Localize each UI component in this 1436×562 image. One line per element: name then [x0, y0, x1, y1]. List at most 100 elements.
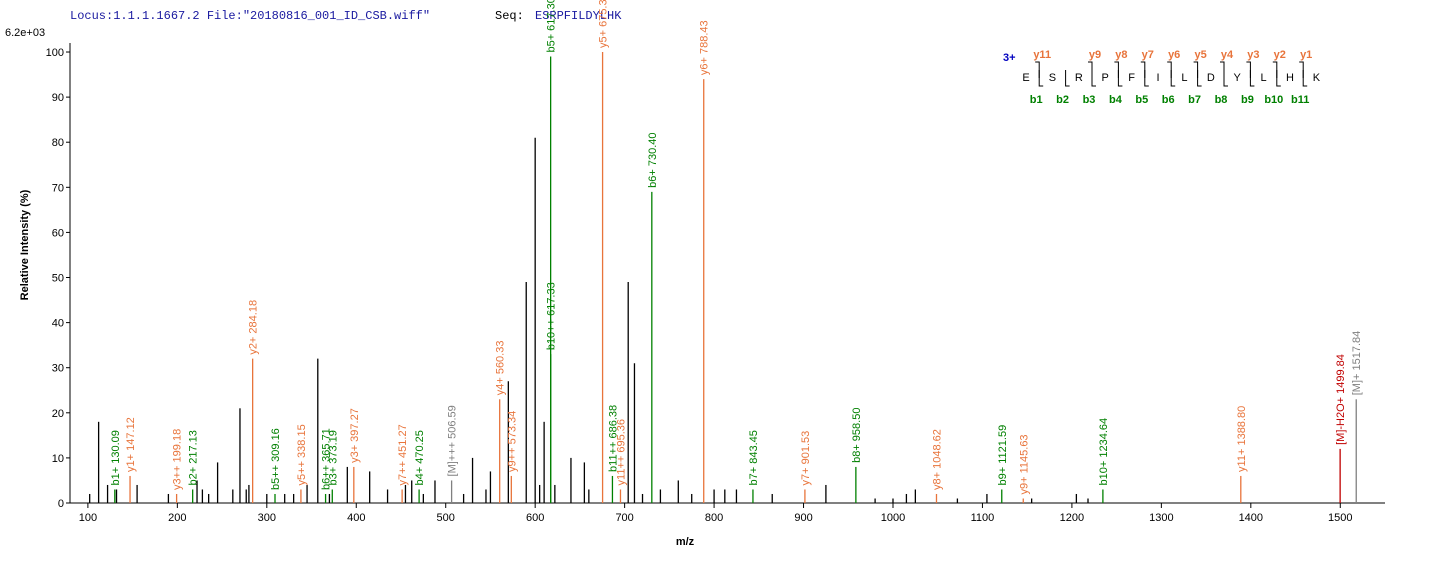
- x-tick-label: 500: [437, 512, 455, 524]
- residue: D: [1207, 72, 1215, 84]
- x-tick-label: 1200: [1060, 512, 1084, 524]
- b-ion: b10: [1264, 94, 1283, 106]
- peak-label: b2+ 217.13: [188, 430, 200, 485]
- scale-label: 6.2e+03: [5, 27, 45, 39]
- b-bracket: [1197, 70, 1202, 87]
- b-ion: b2: [1056, 94, 1069, 106]
- x-tick-label: 900: [794, 512, 812, 524]
- residue: H: [1286, 72, 1294, 84]
- peak-label: [M]-H2O+ 1499.84: [1335, 354, 1347, 445]
- y-ion: y9: [1089, 49, 1101, 61]
- b-ion: b8: [1215, 94, 1228, 106]
- peak-label: y11+ 1388.80: [1236, 406, 1248, 472]
- peak-label: b6+ 730.40: [647, 132, 659, 187]
- peak-label: y1+ 147.12: [125, 417, 137, 472]
- residue: F: [1128, 72, 1135, 84]
- x-tick-label: 300: [258, 512, 276, 524]
- b-bracket: [1170, 70, 1176, 87]
- file-info: Locus:1.1.1.1667.2 File:"20180816_001_ID…: [70, 9, 430, 23]
- peak-label: b4+ 470.25: [414, 430, 426, 485]
- peak-label: b8+ 958.50: [851, 408, 863, 463]
- y-tick-label: 10: [52, 453, 64, 465]
- b-bracket: [1038, 70, 1044, 87]
- y-axis-label: Relative Intensity (%): [19, 189, 31, 300]
- plot: b1+ 130.09 y1+ 147.12 y3++ 199.18 b2+ 217.1…: [89, 0, 1363, 503]
- peak-label: y7++ 451.27: [397, 424, 409, 485]
- peak-label: y4+ 560.33: [495, 341, 507, 396]
- y-ion: y4: [1221, 49, 1234, 61]
- b-ion: b11: [1291, 94, 1309, 106]
- y-ion: y2: [1274, 49, 1286, 61]
- sequence: ESRPFILDYLHK: [535, 9, 622, 23]
- b-bracket: [1091, 70, 1096, 87]
- y-tick-label: 60: [52, 227, 64, 239]
- y-tick-label: 90: [52, 92, 64, 104]
- b-bracket: [1302, 70, 1308, 87]
- y-ion: y3: [1247, 49, 1259, 61]
- b-bracket: [1223, 70, 1228, 87]
- peak-label: y9++ 573.34: [506, 411, 518, 472]
- peak-label: b7+ 843.45: [748, 430, 760, 485]
- y-tick-label: 50: [52, 273, 64, 285]
- residue: E: [1022, 72, 1029, 84]
- b-ion: b3: [1083, 94, 1096, 106]
- peak-label: b1+ 130.09: [110, 430, 122, 485]
- residue: R: [1075, 72, 1083, 84]
- x-tick-label: 100: [79, 512, 97, 524]
- y-tick-label: 30: [52, 363, 64, 375]
- peak-label: b11++ 686.38: [607, 405, 619, 472]
- y-tick-label: 40: [52, 318, 64, 330]
- x-tick-label: 1500: [1328, 512, 1352, 524]
- peak-label: y5+ 675.36: [598, 0, 610, 48]
- y-ion: y11: [1033, 49, 1051, 61]
- x-tick-label: 700: [615, 512, 633, 524]
- y-ion: y8: [1115, 49, 1127, 61]
- peak-label: b5+ 617.30: [546, 0, 558, 53]
- b-ion: b4: [1109, 94, 1123, 106]
- b-bracket: [1065, 70, 1070, 87]
- residue: L: [1261, 72, 1267, 84]
- x-tick-label: 400: [347, 512, 365, 524]
- y-ion: y1: [1300, 49, 1312, 61]
- y-bracket: [1114, 61, 1119, 78]
- y-bracket: [1088, 61, 1093, 78]
- b-ion: b5: [1135, 94, 1148, 106]
- y-tick-label: 100: [46, 47, 64, 59]
- x-tick-label: 200: [168, 512, 186, 524]
- b-bracket: [1117, 70, 1123, 87]
- residue: Y: [1234, 72, 1242, 84]
- residue: I: [1156, 72, 1159, 84]
- seq-label: Seq:: [495, 9, 524, 23]
- x-axis-label: m/z: [676, 536, 695, 548]
- peak-label: b10++ 617.33: [546, 282, 558, 350]
- b-ion: b9: [1241, 94, 1254, 106]
- peak-label: b5++ 309.16: [270, 428, 282, 490]
- peak-label: y3+ 397.27: [349, 408, 361, 463]
- y-bracket: [1193, 61, 1199, 78]
- peak-label: [M]+++ 506.59: [447, 405, 459, 476]
- peak-label: [M]+ 1517.84: [1351, 331, 1363, 396]
- b-bracket: [1144, 70, 1149, 87]
- y-tick-label: 20: [52, 408, 64, 420]
- peak-label: b6++ 365.71: [321, 428, 333, 490]
- x-tick-label: 800: [705, 512, 723, 524]
- y-bracket: [1140, 61, 1146, 78]
- b-bracket: [1276, 70, 1281, 87]
- b-ion: b1: [1030, 94, 1043, 106]
- x-tick-label: 1000: [881, 512, 905, 524]
- peak-label: b10+ 1234.64: [1098, 418, 1110, 486]
- residue: P: [1102, 72, 1109, 84]
- peak-label: y8+ 1048.62: [931, 429, 943, 490]
- y-bracket: [1220, 61, 1225, 78]
- b-ion: b7: [1188, 94, 1201, 106]
- y-bracket: [1299, 61, 1304, 78]
- y-ion: y7: [1142, 49, 1154, 61]
- residue: L: [1181, 72, 1187, 84]
- residue: S: [1049, 72, 1056, 84]
- charge: 3+: [1003, 52, 1016, 64]
- y-tick-label: 0: [58, 498, 64, 510]
- x-tick-label: 1300: [1149, 512, 1173, 524]
- peak-label: y3++ 199.18: [172, 429, 184, 490]
- y-bracket: [1167, 61, 1172, 78]
